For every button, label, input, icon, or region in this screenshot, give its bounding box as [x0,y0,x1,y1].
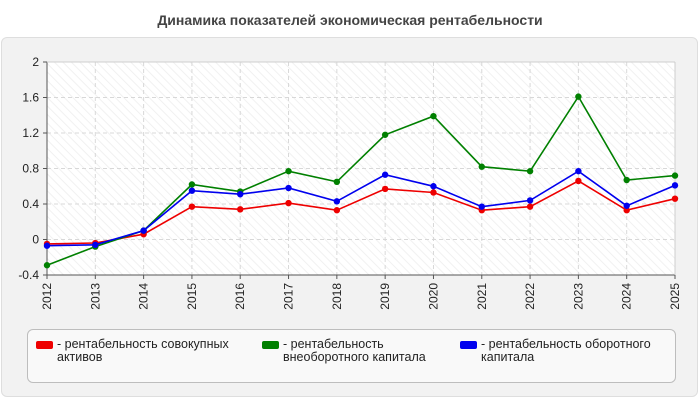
legend-swatch-noncurrent-capital [262,341,279,349]
data-point-0 [188,203,196,210]
data-point-0 [333,207,341,214]
data-point-2 [92,241,99,249]
data-point-2 [333,198,341,205]
data-point-0 [430,189,437,196]
y-tick-label: 1.2 [22,126,39,140]
plot-area [47,62,675,275]
data-point-1 [188,181,196,188]
data-point-0 [237,206,244,213]
data-point-2 [43,242,51,249]
x-tick-label: 2017 [282,283,296,310]
x-tick-label: 2020 [426,283,440,310]
data-point-2 [237,191,244,198]
x-tick-label: 2022 [523,283,537,310]
y-tick-label: 0.4 [22,197,39,211]
x-tick-label: 2019 [378,283,392,310]
data-point-0 [575,177,582,185]
y-tick-label: 0.8 [22,162,39,176]
legend-item-noncurrent-capital[interactable]: - рентабельность внеоборотного капитала [262,338,447,364]
data-point-1 [623,176,630,184]
data-point-0 [285,199,292,207]
data-point-2 [526,197,534,204]
data-point-1 [478,163,485,170]
legend-swatch-working-capital [460,341,477,349]
data-point-2 [575,167,582,175]
data-point-1 [575,93,582,100]
x-tick-label: 2023 [571,283,585,310]
y-tick-label: 1.6 [22,91,39,105]
x-tick-label: 2024 [620,283,634,310]
legend-item-total-assets[interactable]: - рентабельность совокупных активов [36,338,251,364]
data-point-1 [333,178,341,186]
y-tick-label: 0 [32,233,39,247]
data-point-1 [671,172,679,179]
chart-legend: - рентабельность совокупных активов - ре… [27,329,676,383]
data-point-1 [43,262,51,269]
x-tick-label: 2012 [40,283,54,310]
legend-swatch-total-assets [36,341,53,349]
data-point-2 [478,203,485,210]
x-tick-label: 2018 [330,283,344,310]
data-point-2 [671,182,679,189]
y-tick-label: 2 [32,55,39,69]
data-point-1 [381,131,389,138]
series-line-0 [46,179,676,245]
x-tick-label: 2025 [668,283,682,310]
y-tick-label: -0.4 [18,268,39,282]
chart-title: Динамика показателей экономическая рента… [157,12,543,28]
legend-item-working-capital[interactable]: - рентабельность оборотного капитала [460,338,672,364]
x-tick-label: 2021 [475,283,489,310]
data-point-2 [140,227,147,234]
x-tick-label: 2015 [185,283,199,310]
data-point-0 [526,203,534,210]
data-point-0 [623,207,630,214]
x-tick-label: 2013 [88,283,102,310]
data-point-0 [381,185,389,193]
data-point-0 [671,195,679,202]
data-point-2 [623,202,630,209]
data-point-1 [430,112,437,120]
x-tick-label: 2014 [137,283,151,310]
data-point-1 [526,167,534,175]
data-point-2 [430,183,437,190]
data-point-2 [285,184,292,192]
data-point-2 [381,171,389,178]
legend-label-working-capital: - рентабельность оборотного капитала [481,337,651,364]
series-line-2 [46,170,676,247]
legend-label-noncurrent-capital: - рентабельность внеоборотного капитала [283,337,426,364]
data-point-1 [285,167,292,175]
legend-label-total-assets: - рентабельность совокупных активов [57,337,229,364]
data-point-2 [188,187,196,194]
x-tick-label: 2016 [233,283,247,310]
